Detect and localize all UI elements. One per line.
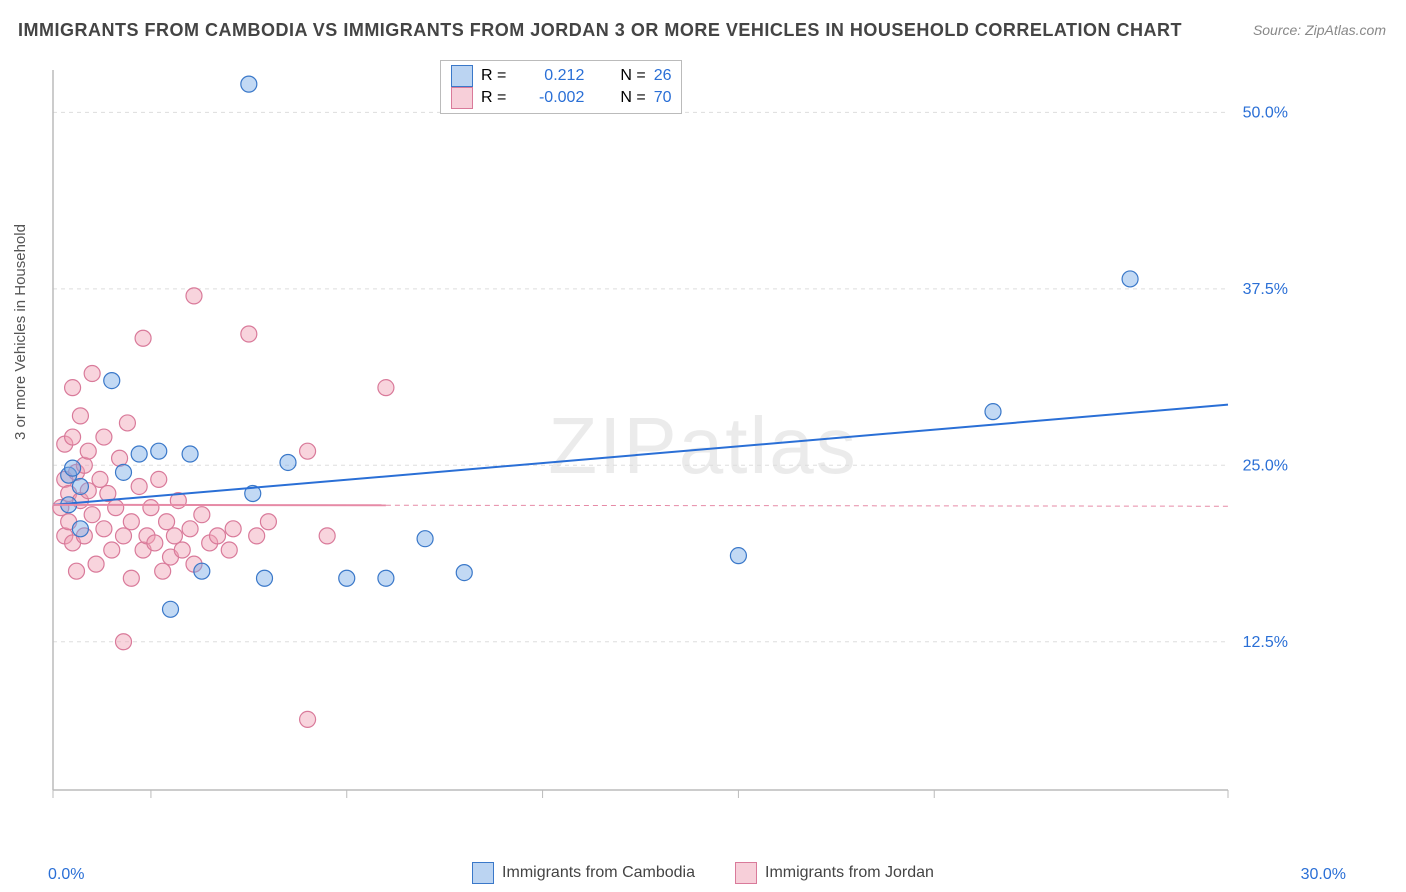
n-jordan: 70 [654,89,672,107]
stats-legend: R = 0.212 N = 26 R = -0.002 N = 70 [440,60,682,114]
swatch-cambodia [472,862,494,884]
swatch-cambodia [451,65,473,87]
r-jordan: -0.002 [514,89,584,107]
r-label: R = [481,67,506,85]
legend-cambodia: Immigrants from Cambodia [502,864,695,882]
swatch-jordan [451,87,473,109]
chart-title: IMMIGRANTS FROM CAMBODIA VS IMMIGRANTS F… [18,20,1182,41]
n-cambodia: 26 [654,67,672,85]
source-label: Source: ZipAtlas.com [1253,22,1386,38]
y-axis-label: 3 or more Vehicles in Household [12,224,29,440]
swatch-jordan [735,862,757,884]
scatter-chart: 12.5% 25.0% 37.5% 50.0% [48,60,1308,830]
svg-text:12.5%: 12.5% [1243,634,1288,651]
n-label: N = [620,89,645,107]
n-label: N = [620,67,645,85]
r-cambodia: 0.212 [514,67,584,85]
legend-jordan: Immigrants from Jordan [765,864,934,882]
svg-text:50.0%: 50.0% [1243,104,1288,121]
svg-text:37.5%: 37.5% [1243,281,1288,298]
bottom-legend: Immigrants from Cambodia Immigrants from… [0,862,1406,884]
r-label: R = [481,89,506,107]
svg-text:25.0%: 25.0% [1243,457,1288,474]
